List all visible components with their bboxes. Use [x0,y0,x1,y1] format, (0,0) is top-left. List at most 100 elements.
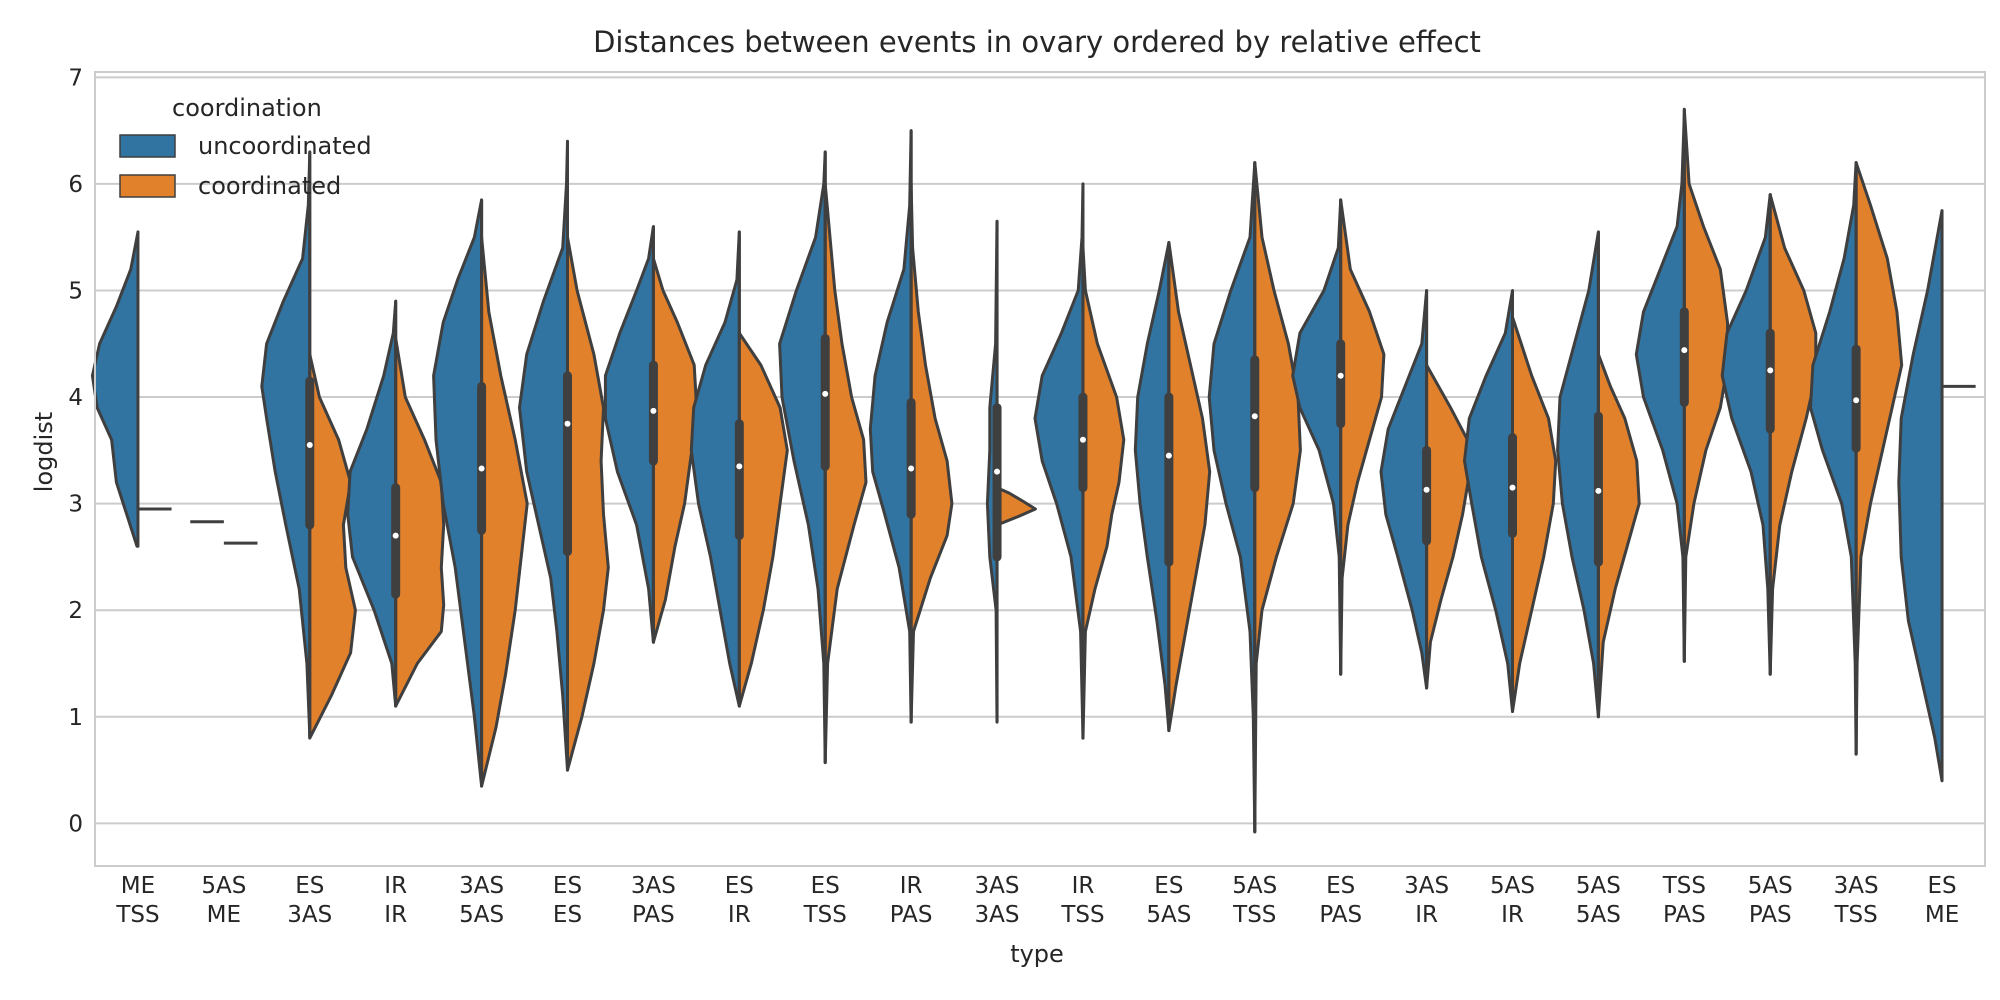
violin-group [432,198,529,788]
median-point [1337,372,1344,379]
violin-group [1720,193,1818,676]
median-point [1681,347,1688,354]
plot-frame [94,71,1986,867]
violin-group [868,129,954,724]
chart-title: Distances between events in ovary ordere… [593,25,1481,59]
violin-group [190,520,258,545]
x-tick-label-line2: 3AS [287,902,332,928]
violin-group [346,299,446,708]
x-tick-label-line2: PAS [632,902,675,928]
x-tick-label-line1: 5AS [1576,873,1621,899]
x-tick-label-line1: 3AS [1834,873,1879,899]
x-tick-label-line1: 3AS [1404,873,1449,899]
x-tick-label-line2: IR [1501,902,1524,928]
y-tick-label: 0 [68,811,83,837]
legend-swatch [119,174,176,198]
x-tick-label-line1: ES [1154,873,1183,899]
x-tick-label-line2: TSS [115,902,159,928]
violin-group [1133,241,1212,733]
y-ticks: 0 1 2 3 4 5 6 7 [68,65,83,837]
median-point [1509,484,1516,491]
median-point [736,463,743,470]
x-tick-label-line1: 3AS [459,873,504,899]
y-tick-label: 2 [68,598,83,624]
violin-group [985,219,1037,724]
x-tick-label-line1: IR [900,873,923,899]
y-tick-label: 1 [68,705,83,731]
legend-title: coordination [172,94,322,122]
x-tick-label-line1: ES [295,873,324,899]
violin-group [603,225,699,644]
median-point [478,465,485,472]
median-point [1079,436,1086,443]
x-tick-label-line1: 5AS [1490,873,1535,899]
x-tick-label-line1: TSS [1662,873,1706,899]
x-tick-label-line1: 3AS [631,873,676,899]
x-tick-label-line2: PAS [890,902,933,928]
x-tick-label-line2: PAS [1663,902,1706,928]
legend-swatch [119,134,176,158]
y-axis-label: logdist [30,412,58,492]
median-point [1767,367,1774,374]
violin-group [1556,230,1641,719]
y-tick-label: 4 [68,385,83,411]
legend: coordination uncoordinated coordinated [119,94,372,200]
x-tick-label-line1: ES [811,873,840,899]
x-tick-label-line1: IR [384,873,407,899]
x-tick-label-line2: ME [1925,902,1959,928]
x-tick-label-line2: 5AS [1146,902,1191,928]
x-tick-label-line1: ES [725,873,754,899]
violin-half-left [90,230,140,548]
y-tick-label: 7 [68,65,83,91]
violin-half-right [1167,241,1212,733]
x-tick-label-line2: PAS [1319,902,1362,928]
median-point [306,442,313,449]
violin-group [1033,182,1126,740]
violin-group [90,230,172,548]
x-tick-label-line1: 3AS [975,873,1020,899]
x-tick-label-line1: ES [1927,873,1956,899]
x-tick-label-line2: TSS [1834,902,1878,928]
median-point [1251,413,1258,420]
violin-group [689,230,789,708]
x-tick-label-line2: TSS [803,902,847,928]
violin-group [1379,289,1472,690]
violin-group [260,150,357,740]
x-tick-label-line2: ME [207,902,241,928]
y-tick-label: 6 [68,172,83,198]
median-point [908,465,915,472]
x-tick-label-line1: ES [1326,873,1355,899]
median-point [392,532,399,539]
y-tick-label: 5 [68,278,83,304]
median-point [1853,397,1860,404]
violin-half-right [1854,161,1904,756]
median-point [822,390,829,397]
violin-group [1463,289,1558,713]
x-tick-label-line2: 3AS [975,902,1020,928]
violin-half-right [1511,315,1558,713]
x-ticks: ME TSS 5AS ME ES 3AS IR IR 3AS 5AS ES ES 3AS PAS ES IR E… [115,873,1959,928]
x-tick-label-line2: 5AS [459,902,504,928]
violin-half-right [566,235,610,772]
x-tick-label-line2: 5AS [1576,902,1621,928]
median-point [1595,487,1602,494]
median-point [1423,486,1430,493]
violin-group [1291,198,1386,676]
x-tick-label-line1: ES [553,873,582,899]
x-tick-label-line1: 5AS [1748,873,1793,899]
violin-half-left [603,225,655,644]
median-point [650,407,657,414]
x-tick-label-line1: IR [1072,873,1095,899]
y-tick-label: 3 [68,492,83,518]
x-tick-label-line2: ES [553,902,582,928]
violin-group [1207,161,1302,834]
x-tick-label-line1: 5AS [201,873,246,899]
median-point [564,420,571,427]
x-axis-label: type [1010,940,1064,968]
median-point [1165,452,1172,459]
x-tick-label-line2: IR [728,902,751,928]
violin-group [1809,161,1904,756]
x-tick-label-line2: TSS [1060,902,1104,928]
x-tick-label-line2: PAS [1749,902,1792,928]
